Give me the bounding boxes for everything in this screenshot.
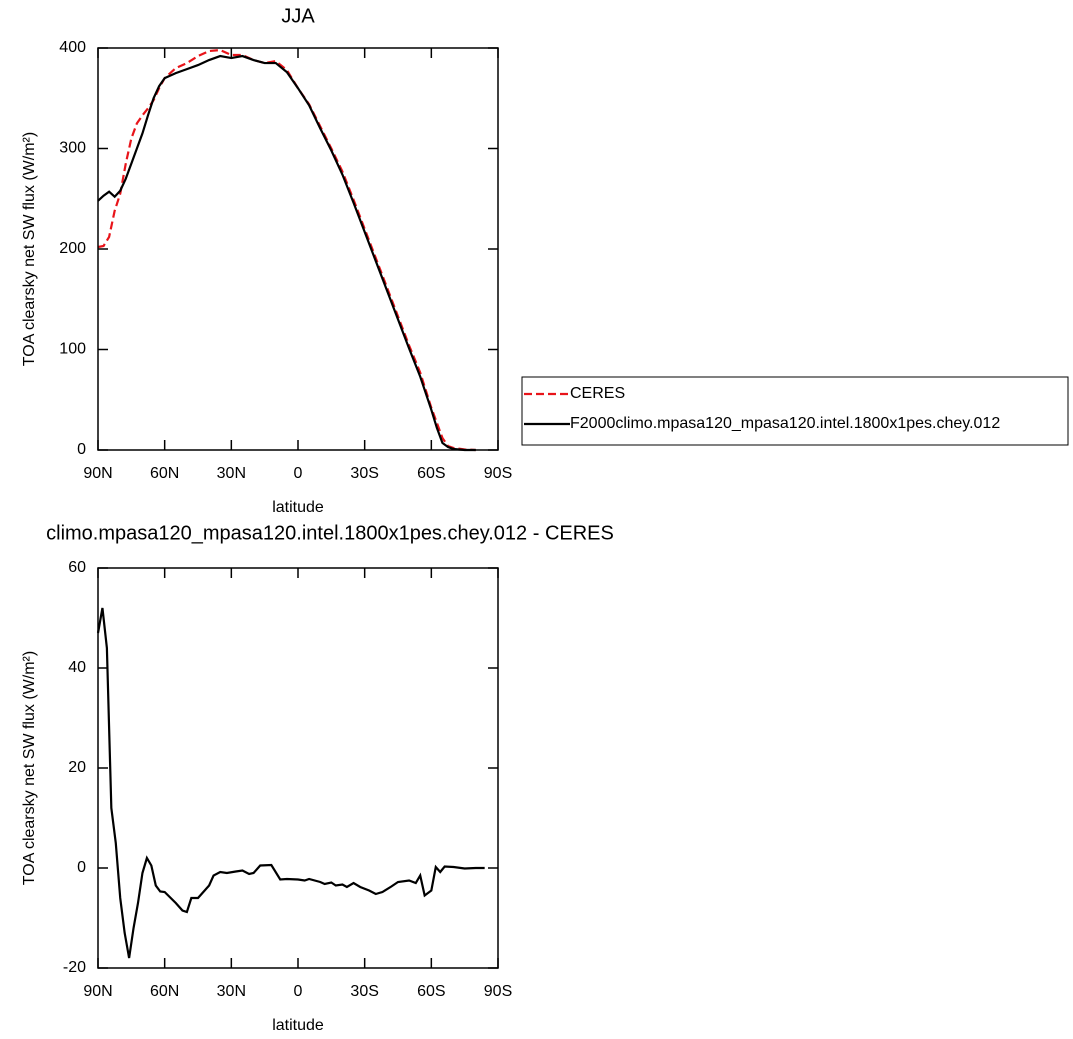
y-tick-label: -20 [63,959,86,976]
y-tick-label: 40 [68,659,86,676]
x-tick-label: 0 [294,465,303,482]
y-tick-label: 400 [59,39,86,56]
y-tick-label: 0 [77,441,86,458]
y-axis-label: TOA clearsky net SW flux (W/m²) [21,132,38,366]
x-tick-label: 60N [150,465,179,482]
y-tick-label: 0 [77,859,86,876]
y-tick-label: 20 [68,759,86,776]
x-tick-label: 90N [83,983,112,1000]
data-line [97,54,476,452]
x-tick-label: 30S [350,983,378,1000]
x-tick-label: 90S [484,465,512,482]
plot-frame [97,567,499,969]
y-tick-label: 200 [59,240,86,257]
x-tick-label: 90N [83,465,112,482]
x-tick-label: 60N [150,983,179,1000]
legend-box [521,376,1069,446]
x-axis-label: latitude [272,499,324,516]
legend-label: CERES [570,385,625,402]
legend-label: F2000climo.mpasa120_mpasa120.intel.1800x… [570,415,1000,432]
x-tick-label: 30N [217,983,246,1000]
data-line [96,607,485,959]
x-tick-label: 60S [417,465,445,482]
y-tick-label: 100 [59,341,86,358]
data-line [97,48,476,452]
x-tick-label: 60S [417,983,445,1000]
chart-title: JJA [281,5,315,27]
plot-frame [97,47,499,451]
x-tick-label: 30S [350,465,378,482]
chart-title: climo.mpasa120_mpasa120.intel.1800x1pes.… [46,522,614,544]
x-tick-label: 30N [217,465,246,482]
x-tick-label: 90S [484,983,512,1000]
x-axis-label: latitude [272,1017,324,1034]
y-tick-label: 60 [68,559,86,576]
x-tick-label: 0 [294,983,303,1000]
y-tick-label: 300 [59,140,86,157]
y-axis-label: TOA clearsky net SW flux (W/m²) [21,651,38,885]
